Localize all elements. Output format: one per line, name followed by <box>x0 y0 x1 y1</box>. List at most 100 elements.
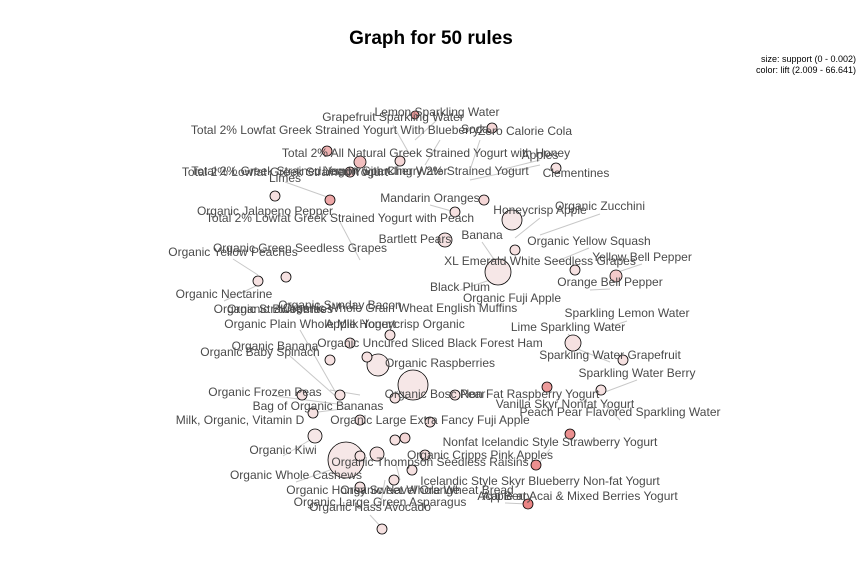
item-label-21: Organic Yellow Peaches <box>168 245 297 259</box>
edge-layer <box>223 119 643 529</box>
rule-node-19 <box>595 384 607 396</box>
edge-10 <box>554 247 590 263</box>
item-label-59: Apple at Acai & Mixed Berries Yogurt <box>482 489 678 503</box>
edge-4 <box>469 164 541 181</box>
item-label-24: Orange Bell Pepper <box>557 275 662 289</box>
rule-node-21 <box>564 428 576 440</box>
item-label-45: Bag of Organic Bananas <box>253 399 384 413</box>
item-label-31: Organic Whole Grain Wheat English Muffin… <box>283 301 518 315</box>
item-label-18: Banana <box>461 228 503 242</box>
rule-node-2 <box>321 145 333 157</box>
item-label-51: Organic Kiwi <box>249 443 316 457</box>
edge-6 <box>284 181 331 199</box>
item-label-50: Nonfat Icelandic Style Strawberry Yogurt <box>443 435 658 449</box>
item-label-4: Zero Calorie Cola <box>478 124 572 138</box>
item-label-8: Total 2% Lowfat Greek Strained Yogurt <box>182 165 389 179</box>
item-label-29: Organic Blueberries <box>227 302 333 316</box>
edge-29 <box>282 439 311 457</box>
item-label-27: Organic Fuji Apple <box>463 291 561 305</box>
edge-19 <box>574 347 611 363</box>
rule-node-36 <box>399 432 411 444</box>
item-label-1: Lemon Sparkling Water <box>375 105 500 119</box>
rule-node-34 <box>389 434 401 446</box>
item-label-61: Organic Hass Avocado <box>309 500 431 514</box>
edge-27 <box>274 395 346 406</box>
edge-31 <box>394 459 401 481</box>
rule-node-10 <box>437 232 453 248</box>
edge-28 <box>317 407 351 413</box>
rule-node-44 <box>354 450 366 462</box>
item-label-5: Total 2% All Natural Greek Strained Yogu… <box>282 146 570 160</box>
chart-title: Graph for 50 rules <box>349 28 513 49</box>
rule-node-41 <box>354 481 366 493</box>
edge-1 <box>414 119 438 141</box>
item-label-54: Organic Whole Cashews <box>230 468 362 482</box>
edge-8 <box>514 217 541 239</box>
item-label-53: Organic Thompson Seedless Raisins <box>331 455 528 469</box>
rule-node-22 <box>530 459 542 471</box>
rule-node-23 <box>522 498 534 510</box>
item-label-2: Total 2% Lowfat Greek Strained Yogurt Wi… <box>191 123 479 137</box>
item-label-43: Organic Bosc Pear <box>385 387 486 401</box>
edge-16 <box>589 288 611 291</box>
item-label-38: Organic Baby Spinach <box>200 345 319 359</box>
rule-node-5 <box>324 194 336 206</box>
rule-node-35 <box>406 464 418 476</box>
rule-node-8 <box>478 194 490 206</box>
rule-node-32 <box>327 441 365 479</box>
item-label-41: Sparkling Water Berry <box>579 366 696 380</box>
rule-node-31 <box>307 428 323 444</box>
rule-node-6 <box>269 190 281 202</box>
rule-node-3 <box>394 155 406 167</box>
rule-node-33 <box>369 446 385 462</box>
rule-node-layer <box>252 110 629 535</box>
item-label-16: Total 2% Lowfat Greek Strained Yogurt wi… <box>206 211 474 225</box>
rule-node-43 <box>307 407 319 419</box>
item-label-11: Clementines <box>543 166 610 180</box>
item-label-22: XL Emerald White Seedless Grapes <box>444 254 636 268</box>
rule-node-11 <box>509 244 521 256</box>
rule-node-28 <box>384 329 396 341</box>
item-label-33: Organic Plain Whole Milk Yogurt <box>224 317 396 331</box>
item-label-0: Grapefruit Sparkling Water <box>322 110 464 124</box>
edge-5 <box>499 159 541 171</box>
edge-11 <box>232 258 259 276</box>
rule-node-9 <box>501 209 523 231</box>
edge-22 <box>539 448 551 463</box>
item-label-49: Organic Large Extra Fancy Fuji Apple <box>330 413 530 427</box>
item-label-9: Lemon Sparkling Water <box>323 164 448 178</box>
item-label-58: Acai Berry <box>477 489 532 503</box>
item-label-35: Lime Sparkling Water <box>511 320 625 334</box>
item-label-39: Sparkling Water Grapefruit <box>539 348 681 362</box>
item-label-42: Organic Frozen Peas <box>208 385 321 399</box>
rule-node-17 <box>564 334 582 352</box>
rule-node-37 <box>424 416 436 428</box>
edge-9 <box>539 213 601 236</box>
edge-34 <box>339 221 361 261</box>
rule-node-49 <box>344 166 356 178</box>
item-label-34: Apple Honeycrisp Organic <box>325 317 464 331</box>
edge-32 <box>379 479 386 509</box>
item-label-44: Non Fat Raspberry Yogurt <box>461 387 600 401</box>
rule-node-25 <box>397 369 429 401</box>
item-label-3: Soda <box>461 122 489 136</box>
rule-node-14 <box>609 269 623 283</box>
rule-node-48 <box>353 155 367 169</box>
item-label-60: Organic Large Green Asparagus <box>294 495 467 509</box>
item-label-40: Organic Raspberries <box>385 356 495 370</box>
rule-node-20 <box>541 381 553 393</box>
rule-node-24 <box>366 353 390 377</box>
rule-node-15 <box>252 275 264 287</box>
item-label-48: Milk, Organic, Vitamin D <box>176 413 305 427</box>
rule-node-1 <box>486 122 498 134</box>
item-label-7: Total 2% Greek Strained Yogurt with Cher… <box>191 164 529 178</box>
item-label-28: Organic Strawberries <box>214 302 327 316</box>
rule-node-42 <box>296 389 308 401</box>
edge-20 <box>604 379 638 393</box>
rule-node-27 <box>344 337 356 349</box>
rule-node-46 <box>419 449 431 461</box>
rule-node-29 <box>324 354 336 366</box>
